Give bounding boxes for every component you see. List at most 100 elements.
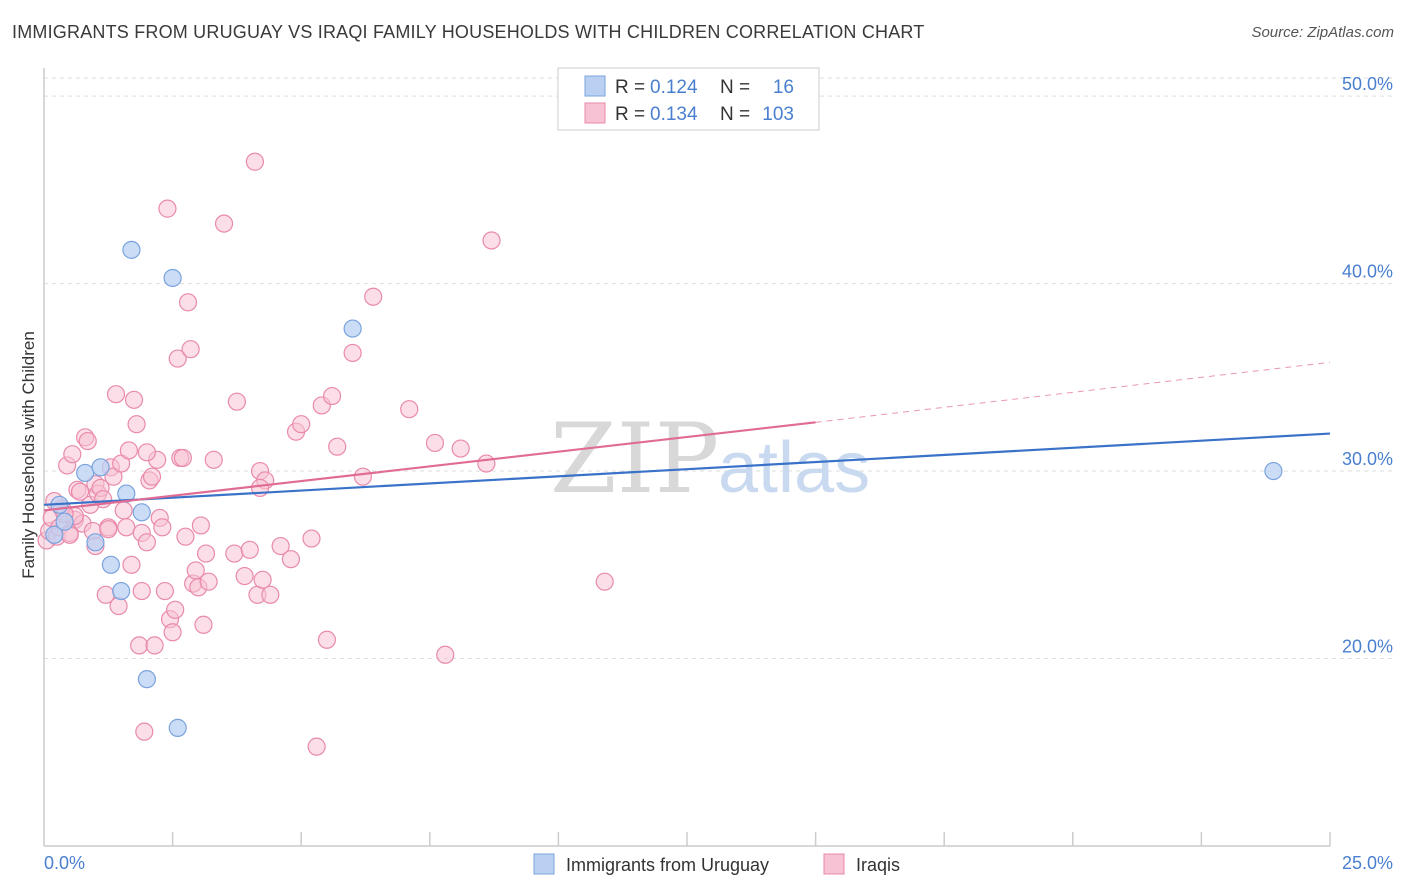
source-credit: Source: ZipAtlas.com: [1251, 24, 1394, 41]
iraqis-point-72: [253, 570, 272, 589]
uruguay-point-11: [137, 670, 156, 689]
uruguay-point-6: [101, 555, 120, 574]
iraqis-point-75: [271, 536, 290, 556]
uruguay-point-4: [86, 533, 105, 552]
iraqis-point-94: [595, 572, 614, 591]
iraqis-point-41: [145, 636, 164, 655]
legend-swatch-blue: [584, 75, 606, 97]
iraqis-point-35: [130, 636, 149, 655]
y-tick-label-50: 50.0%: [1342, 74, 1393, 94]
iraqis-point-46: [158, 199, 177, 218]
iraqis-point-68: [240, 540, 259, 559]
x-tick-label-min: 0.0%: [44, 853, 85, 873]
iraqis-point-32: [122, 555, 141, 574]
iraqis-point-90: [436, 645, 455, 664]
iraqis-point-97: [99, 520, 118, 539]
iraqis-point-34: [127, 415, 146, 434]
iraqis-point-89: [425, 433, 445, 453]
iraqis-point-87: [364, 287, 383, 306]
iraqis-point-88: [400, 400, 419, 419]
uruguay-point-0: [45, 525, 64, 544]
iraqis-point-31: [119, 441, 138, 460]
iraqis-point-37: [135, 722, 154, 741]
iraqis-point-52: [173, 448, 192, 468]
watermark-atlas: atlas: [718, 428, 870, 508]
iraqis-point-49: [166, 600, 185, 619]
iraqis-point-86: [353, 467, 373, 486]
bottom-legend-label-iraqis: Iraqis: [856, 855, 900, 875]
iraqis-point-40: [142, 467, 162, 486]
iraqis-point-30: [117, 518, 136, 537]
iraqis-point-50: [168, 349, 187, 368]
legend-n-value-blue: 16: [773, 77, 794, 98]
uruguay-point-10: [132, 503, 151, 522]
iraqis-point-93: [482, 231, 501, 250]
legend-r-label-pink: R =: [615, 104, 645, 125]
uruguay-point-5: [91, 458, 110, 477]
uruguay-point-3: [76, 463, 95, 483]
uruguay-point-14: [343, 319, 362, 338]
uruguay-point-15: [1264, 461, 1283, 481]
iraqis-point-9: [63, 445, 82, 464]
iraqis-point-12: [70, 482, 90, 501]
iraqis-point-92: [477, 454, 496, 473]
y-axis-tick-labels: 20.0% 30.0% 40.0% 50.0%: [1342, 74, 1393, 656]
iraqis-point-61: [196, 544, 216, 563]
legend-n-value-pink: 103: [762, 104, 794, 125]
bottom-legend-label-uruguay: Immigrants from Uruguay: [566, 855, 769, 875]
watermark-zip: ZIP: [550, 403, 719, 515]
iraqis-point-101: [132, 581, 151, 601]
iraqis-point-64: [214, 214, 234, 233]
y-tick-label-20: 20.0%: [1342, 637, 1393, 657]
iraqis-point-45: [155, 581, 174, 601]
iraqis-point-44: [153, 518, 172, 537]
y-axis-title: Family Households with Children: [19, 331, 38, 579]
iraqis-point-27: [109, 596, 128, 616]
legend-swatch-pink: [584, 102, 606, 124]
bottom-legend-swatch-iraqis: [823, 853, 845, 875]
bottom-legend-swatch-uruguay: [533, 853, 555, 875]
iraqis-point-53: [176, 527, 195, 546]
iraqis-point-60: [194, 615, 213, 634]
iraqis-point-74: [261, 585, 280, 604]
iraqis-point-67: [235, 566, 254, 586]
iraqis-point-55: [181, 340, 200, 359]
iraqis-points: [37, 152, 614, 756]
chart-title: IMMIGRANTS FROM URUGUAY VS IRAQI FAMILY …: [12, 22, 925, 42]
iraqis-point-78: [292, 415, 311, 434]
iraqis-trend-extension: [815, 361, 1331, 423]
uruguay-point-2: [55, 512, 74, 531]
uruguay-points: [45, 240, 1283, 737]
iraqis-point-76: [281, 550, 301, 569]
iraqis-point-91: [451, 439, 470, 458]
iraqis-point-69: [245, 152, 265, 171]
iraqis-point-65: [225, 544, 244, 563]
iraqis-point-26: [106, 385, 126, 404]
iraqis-point-33: [124, 390, 144, 409]
legend-n-label-pink: N =: [720, 104, 750, 125]
iraqis-point-83: [322, 386, 342, 406]
trend-lines: [43, 361, 1331, 512]
y-tick-label-30: 30.0%: [1342, 449, 1393, 469]
legend-n-label-blue: N =: [720, 77, 750, 98]
iraqis-point-80: [307, 737, 326, 756]
legend-r-value-blue: 0.124: [650, 77, 698, 98]
y-tick-label-40: 40.0%: [1342, 262, 1393, 282]
correlation-legend: R = 0.124 N = 16 R = 0.134 N = 103: [557, 67, 820, 131]
bottom-legend: Immigrants from Uruguay Iraqis: [533, 853, 900, 875]
uruguay-point-9: [122, 240, 141, 259]
iraqis-point-85: [343, 343, 362, 363]
iraqis-point-62: [199, 572, 218, 591]
iraqis-point-98: [137, 443, 156, 462]
uruguay-point-7: [112, 581, 131, 601]
iraqis-point-79: [302, 529, 321, 548]
uruguay-trend-line: [43, 432, 1331, 506]
iraqis-point-63: [204, 450, 223, 469]
iraqis-trend-line: [43, 421, 816, 512]
iraqis-point-54: [178, 293, 198, 312]
uruguay-point-13: [168, 718, 187, 737]
iraqis-point-84: [328, 437, 347, 456]
iraqis-point-82: [317, 630, 337, 649]
iraqis-point-48: [163, 623, 182, 642]
